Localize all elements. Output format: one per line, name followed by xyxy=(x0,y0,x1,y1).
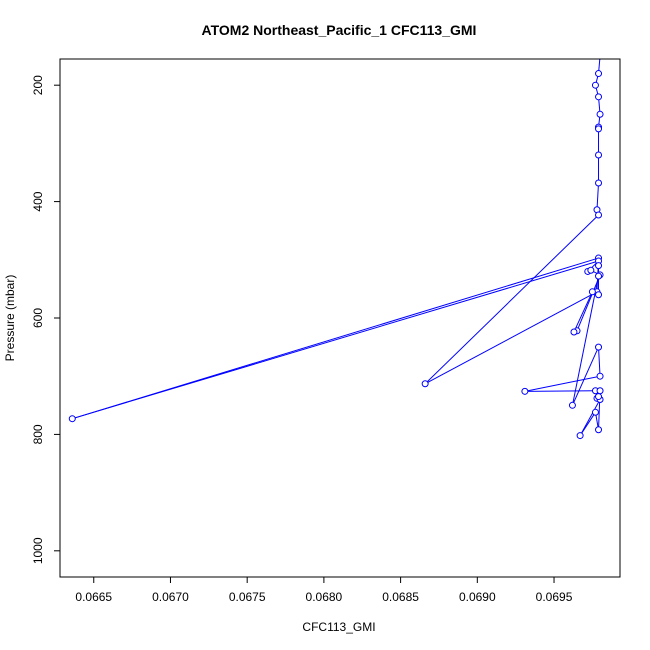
data-point xyxy=(588,288,596,296)
data-point xyxy=(595,93,603,101)
data-point xyxy=(595,70,603,78)
series-line-segment xyxy=(576,274,601,331)
data-point xyxy=(421,380,429,388)
data-point xyxy=(68,415,76,423)
series-line-segment xyxy=(571,275,600,406)
y-axis-label: Pressure (mbar) xyxy=(3,275,17,362)
series-line-segment xyxy=(72,260,599,420)
x-tick-label: 0.0675 xyxy=(229,590,266,604)
series-line-segment xyxy=(424,291,598,385)
series-line-segment xyxy=(524,390,596,392)
data-point xyxy=(591,408,599,416)
data-point xyxy=(595,272,603,280)
x-tick-label: 0.0665 xyxy=(75,590,112,604)
data-point xyxy=(595,343,603,351)
series-line-segment xyxy=(579,412,596,436)
data-point xyxy=(595,426,603,434)
y-tick-label: 1000 xyxy=(31,537,45,564)
y-tick-label: 600 xyxy=(31,308,45,328)
data-point xyxy=(595,262,603,270)
series-line-segment xyxy=(598,347,601,377)
data-point xyxy=(595,151,603,159)
y-axis: 200 400 600 800 1000 xyxy=(31,75,60,564)
series-line-segment xyxy=(571,346,599,406)
data-point xyxy=(591,81,599,89)
x-tick-label: 0.0695 xyxy=(536,590,573,604)
data-point xyxy=(595,291,603,299)
data-point xyxy=(596,110,604,118)
data-point xyxy=(570,328,578,336)
x-tick-label: 0.0670 xyxy=(152,590,189,604)
data-point xyxy=(576,432,584,440)
series-line-segment xyxy=(579,399,601,436)
y-tick-label: 800 xyxy=(31,424,45,444)
data-point xyxy=(568,401,576,409)
x-tick-label: 0.0690 xyxy=(459,590,496,604)
x-axis-label: CFC113_GMI xyxy=(302,620,375,634)
x-tick-label: 0.0685 xyxy=(382,590,419,604)
series-line-segment xyxy=(596,182,600,210)
series-line-segment xyxy=(524,375,601,392)
series-line-segment xyxy=(573,291,593,333)
data-point xyxy=(595,211,603,219)
data-point xyxy=(587,266,595,274)
data-point xyxy=(521,387,529,395)
plot-area xyxy=(68,59,604,440)
x-tick-label: 0.0680 xyxy=(306,590,343,604)
data-point xyxy=(595,125,603,133)
data-point xyxy=(595,393,603,401)
data-point xyxy=(596,372,604,380)
y-tick-label: 400 xyxy=(31,191,45,211)
chart-title: ATOM2 Northeast_Pacific_1 CFC113_GMI xyxy=(202,22,477,38)
data-point xyxy=(596,387,604,395)
data-point xyxy=(595,179,603,187)
series-line-segment xyxy=(424,214,599,385)
y-tick-label: 200 xyxy=(31,75,45,95)
x-axis: 0.0665 0.0670 0.0675 0.0680 0.0685 0.0690 0.06… xyxy=(75,577,573,604)
